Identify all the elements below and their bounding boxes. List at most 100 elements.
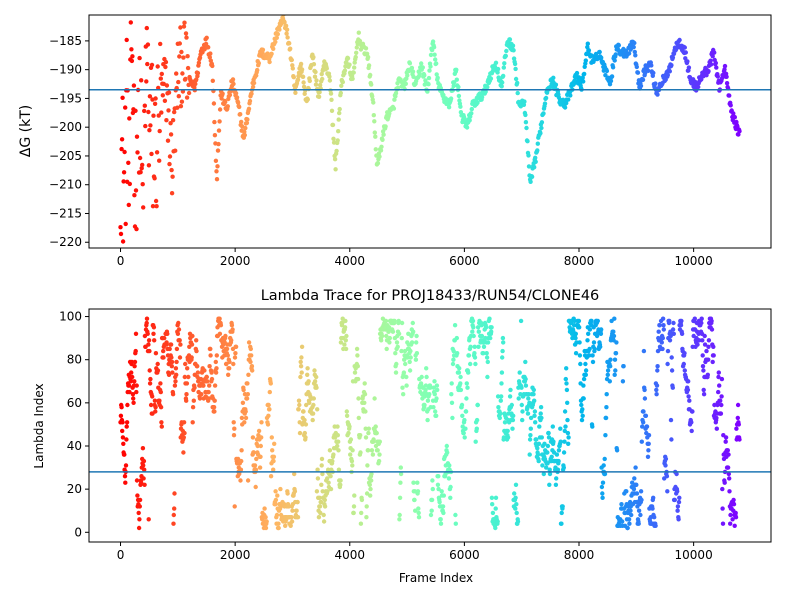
delta-g-point [147, 94, 153, 99]
lambda-point [566, 435, 571, 440]
lambda-point [476, 344, 481, 349]
lambda-point [556, 448, 562, 453]
lambda-point [500, 335, 506, 341]
lambda-point [462, 435, 467, 440]
delta-g-point [677, 37, 682, 43]
delta-g-point [267, 59, 272, 65]
lambda-point [217, 331, 223, 336]
lambda-point [124, 424, 129, 429]
lambda-point [505, 428, 510, 434]
lambda-point [399, 320, 405, 326]
lambda-point [147, 368, 152, 373]
delta-g-point [562, 105, 568, 110]
delta-g-point [139, 78, 144, 83]
lambda-point [386, 325, 392, 330]
lambda-point [194, 338, 199, 343]
lambda-point [204, 374, 209, 380]
lambda-point [206, 396, 212, 401]
lambda-point [355, 364, 360, 369]
lambda-point [578, 361, 583, 367]
lambda-point [316, 515, 322, 520]
lambda-point [535, 446, 540, 451]
delta-g-point [123, 221, 128, 227]
delta-g-point [635, 70, 641, 75]
lambda-point [325, 476, 330, 481]
lambda-point [189, 342, 195, 347]
delta-g-point [149, 62, 155, 68]
delta-g-point [347, 62, 352, 67]
lambda-point [403, 361, 408, 367]
lambda-point [449, 392, 454, 397]
delta-g-point [141, 205, 146, 210]
lambda-point [368, 486, 373, 492]
delta-g-point [143, 123, 148, 129]
delta-g-point [533, 159, 538, 164]
delta-g-point [152, 176, 157, 181]
lambda-point [146, 338, 152, 343]
lambda-point [581, 383, 586, 388]
delta-g-point [372, 130, 377, 135]
delta-g-point [145, 42, 151, 47]
lambda-point [214, 366, 219, 371]
delta-g-point [539, 125, 544, 131]
y-tick-label: 100 [59, 310, 82, 324]
lambda-point [536, 458, 541, 464]
lambda-point [493, 525, 498, 531]
lambda-point [362, 381, 367, 386]
lambda-point [585, 338, 590, 343]
lambda-point [656, 329, 661, 334]
lambda-point [147, 348, 152, 354]
lambda-point [336, 439, 341, 444]
lambda-point [232, 355, 238, 360]
lambda-point [401, 370, 407, 375]
delta-g-point [568, 93, 573, 98]
lambda-point [472, 351, 477, 356]
delta-g-point [329, 108, 335, 114]
lambda-point [136, 510, 141, 516]
delta-g-point [392, 97, 397, 102]
delta-g-point [289, 57, 294, 63]
lambda-point [299, 355, 304, 360]
lambda-point [458, 381, 463, 386]
lambda-point [574, 340, 579, 345]
lambda-point [734, 426, 739, 431]
lambda-point [358, 433, 363, 438]
lambda-point [535, 452, 541, 457]
delta-g-point [708, 62, 714, 67]
delta-g-point [543, 95, 549, 101]
lambda-point [393, 351, 398, 356]
lambda-point [238, 467, 244, 472]
delta-g-point [501, 65, 506, 70]
lambda-point [141, 476, 146, 481]
lambda-point [600, 491, 605, 496]
lambda-point [565, 400, 570, 405]
lambda-point [350, 463, 355, 468]
lambda-point [500, 355, 505, 360]
lambda-point [423, 387, 428, 393]
delta-g-point [271, 46, 276, 51]
delta-g-point [167, 161, 172, 167]
delta-g-point [134, 134, 140, 139]
lambda-point [380, 333, 385, 339]
lambda-point [343, 346, 349, 352]
lambda-point [321, 512, 326, 518]
delta-g-point [428, 52, 434, 58]
lambda-point [607, 379, 612, 384]
lambda-point [142, 482, 147, 487]
lambda-point [496, 405, 501, 410]
delta-g-point [178, 25, 183, 30]
lambda-point [718, 398, 723, 403]
delta-g-point [217, 119, 222, 124]
delta-g-point [685, 59, 690, 64]
lambda-point [641, 420, 646, 425]
delta-g-point [126, 160, 131, 165]
lambda-point [599, 327, 604, 332]
delta-g-point [633, 53, 638, 58]
lambda-point [642, 396, 648, 401]
lambda-point [399, 335, 404, 341]
lambda-point [612, 372, 617, 377]
delta-g-point [351, 70, 356, 75]
delta-g-point [653, 81, 658, 86]
lambda-point [352, 370, 358, 375]
lambda-point [611, 329, 616, 334]
